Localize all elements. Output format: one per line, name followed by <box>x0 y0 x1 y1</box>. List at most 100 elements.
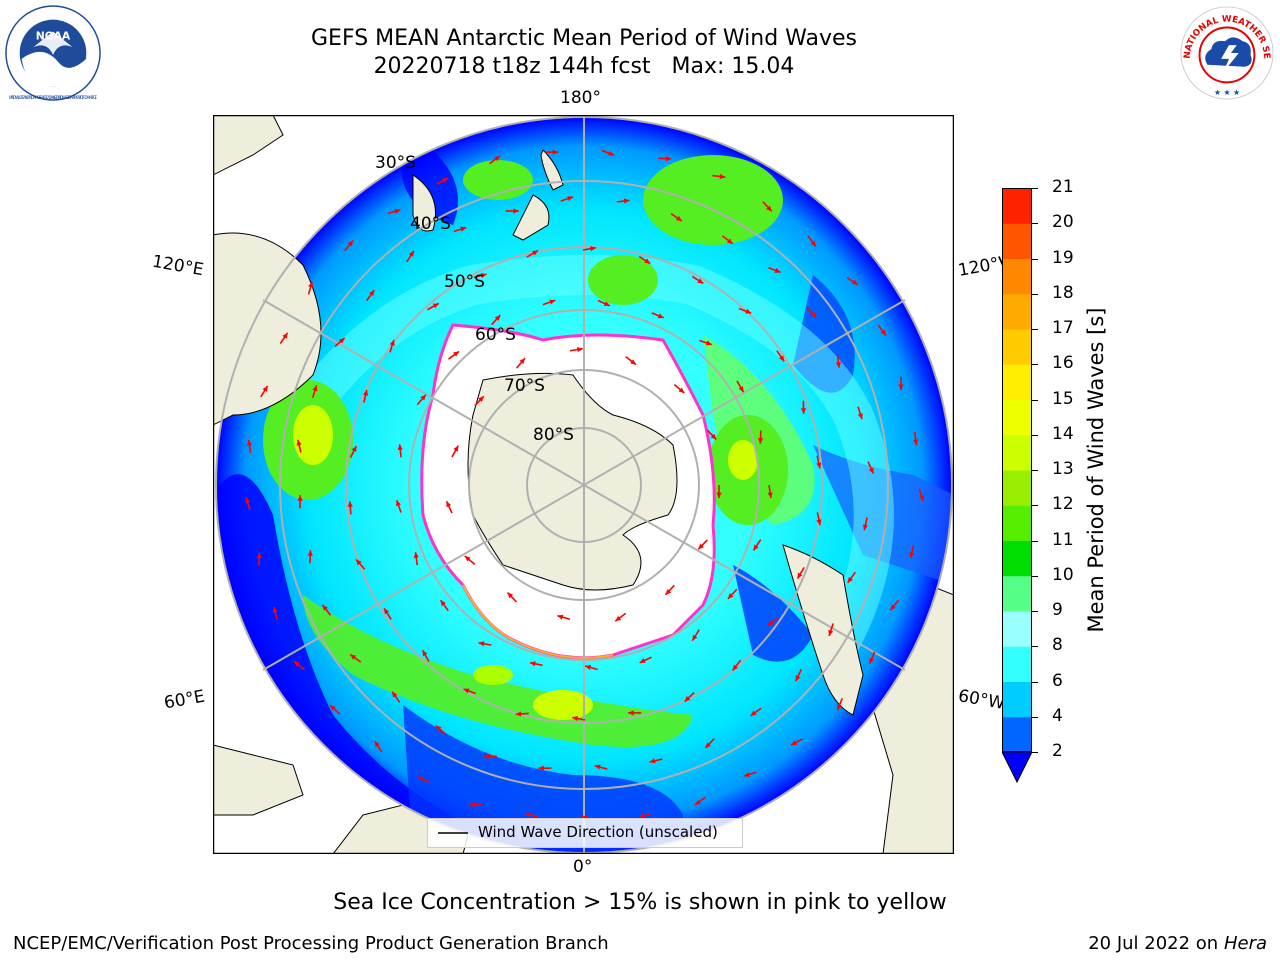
wave-arrow-head <box>549 299 556 305</box>
colorbar-tick-label: 20 <box>1052 212 1074 233</box>
wave-arrow-head <box>519 358 525 365</box>
colorbar-tick-mark <box>1032 716 1038 718</box>
wave-arrow-head <box>552 149 559 155</box>
wave-arrow-head <box>898 384 904 390</box>
wave-arrow-head <box>330 705 336 711</box>
wave-arrow-head <box>594 764 601 770</box>
wave-arrow-head <box>851 279 858 285</box>
wave-arrow-head <box>766 205 772 212</box>
wave-arrow-head <box>639 658 646 663</box>
new-zealand-land <box>540 149 564 191</box>
wave-arrow-head <box>483 753 490 759</box>
colorbar-segment <box>1002 329 1032 365</box>
wave-arrow-head <box>657 313 664 319</box>
colorbar-tick-label: 13 <box>1052 459 1074 479</box>
wave-arrow-head <box>478 641 485 647</box>
wave-arrow-head <box>394 208 401 214</box>
wave-arrow-head <box>347 240 354 247</box>
wave-arrow-head <box>245 497 251 504</box>
wave-arrow-head <box>857 413 863 420</box>
wave-arrow-head <box>890 604 896 611</box>
map-legend: Wind Wave Direction (unscaled) <box>427 818 743 848</box>
wave-arrow-head <box>743 771 750 777</box>
wave-arrow-head <box>529 661 536 667</box>
colorbar-segment <box>1002 716 1032 753</box>
wave-arrow-head <box>665 156 672 162</box>
lon-label-60w: 60°W <box>956 686 1007 714</box>
wave-arrow-head <box>363 389 369 396</box>
colorbar-segment <box>1002 364 1032 400</box>
wave-arrow-head <box>835 362 842 368</box>
wave-arrow-head <box>665 589 672 595</box>
wave-arrow-head <box>413 552 419 558</box>
wave-arrow-head <box>307 550 313 556</box>
chart-subtitle: 20220718 t18z 144h fcst Max: 15.04 <box>0 54 1168 79</box>
wave-arrow-head <box>753 544 759 551</box>
wave-arrow-head <box>322 604 328 611</box>
colorbar-segment <box>1002 575 1032 612</box>
wave-arrow-head <box>862 524 868 531</box>
wave-arrow-head <box>435 725 442 732</box>
date-stamp: 20 Jul 2022 on Hera <box>1088 933 1267 954</box>
wave-arrow-head <box>623 198 630 204</box>
colorbar-tick-mark <box>1032 646 1038 648</box>
colorbar-tick-mark <box>1032 575 1038 577</box>
wave-arrow-head <box>869 657 875 664</box>
wave-arrow-head <box>432 303 439 309</box>
wave-arrow-head <box>356 559 362 566</box>
wave-arrow-head <box>480 273 487 279</box>
wave-arrow-head <box>644 258 651 264</box>
colorbar-segment <box>1002 540 1032 577</box>
lat-label-60: 60°S <box>475 325 516 345</box>
wave-arrow-head <box>816 462 822 469</box>
colorbar-tick-mark <box>1032 470 1038 471</box>
date-text: 20 Jul 2022 on <box>1088 933 1219 954</box>
wave-arrow-head <box>767 492 773 499</box>
wave-arrow-head <box>757 438 764 444</box>
wave-arrow-head <box>745 308 752 314</box>
wave-arrow-head <box>312 385 318 392</box>
wave-arrow-head <box>397 444 403 451</box>
wave-arrow-head <box>408 250 414 257</box>
wave-arrow-head <box>692 634 698 641</box>
nws-logo: NATIONAL WEATHER SERVICE ★ ★ ★ <box>1178 4 1274 100</box>
colorbar-tick-label: 9 <box>1052 600 1063 620</box>
wave-arrow-head <box>557 614 564 620</box>
lat-label-30: 30°S <box>375 153 416 173</box>
wave-arrow-head <box>732 664 738 671</box>
wave-arrow-head <box>538 765 544 771</box>
wave-arrow-head <box>800 408 807 414</box>
colorbar-tick-mark <box>1032 293 1038 295</box>
wave-arrow-head <box>507 592 514 599</box>
wave-arrow-head <box>294 661 300 667</box>
colorbar-tick-mark <box>1032 434 1038 436</box>
wave-arrow-head <box>816 519 822 526</box>
wave-arrow-head <box>590 246 596 252</box>
wave-arrow-head <box>515 711 522 717</box>
wave-arrow-head <box>603 301 610 306</box>
wave-arrow-head <box>698 543 704 550</box>
wave-arrow-head <box>913 439 919 446</box>
wave-arrow-head <box>880 329 886 336</box>
colorbar-tick-label: 4 <box>1052 705 1063 726</box>
antarctica-land <box>467 372 678 591</box>
colorbar-tick-label: 2 <box>1052 741 1063 761</box>
wave-arrow-head <box>750 710 757 716</box>
wave-arrow-head <box>464 556 471 562</box>
wave-arrow-head <box>868 467 874 474</box>
wave-arrow-head <box>630 359 636 365</box>
south-america-land <box>782 544 864 716</box>
wave-arrow-head <box>567 196 574 202</box>
wave-arrow-head <box>347 501 353 507</box>
chart-title: GEFS MEAN Antarctic Mean Period of Wind … <box>311 26 857 51</box>
wave-arrow-head <box>738 386 744 393</box>
colorbar-under-triangle <box>1002 751 1032 783</box>
wave-arrow-head <box>810 240 816 247</box>
wave-arrow-head <box>392 691 398 698</box>
wave-arrow-head <box>351 445 357 452</box>
lat-label-50: 50°S <box>444 272 485 292</box>
max-label: Max: 15.04 <box>671 54 795 79</box>
wave-arrow-head <box>675 215 682 222</box>
colorbar-segment <box>1002 681 1032 718</box>
wave-arrow-head <box>628 710 634 716</box>
